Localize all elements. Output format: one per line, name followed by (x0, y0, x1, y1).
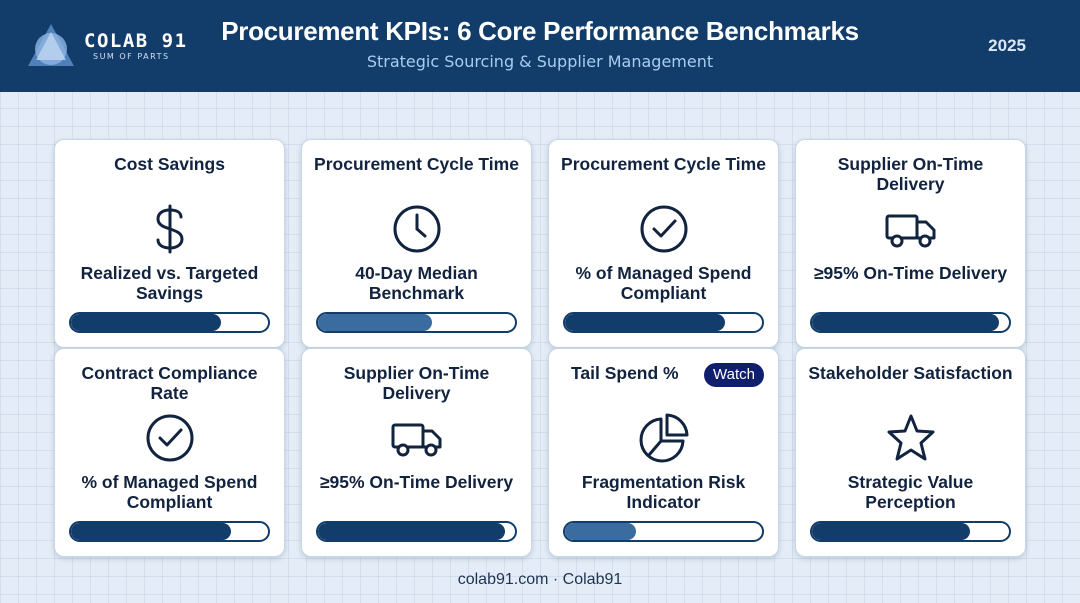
progress-fill (812, 523, 970, 540)
progress-bar (69, 521, 270, 542)
year-label: 2025 (988, 36, 1026, 55)
card-title: Procurement Cycle Time (314, 154, 519, 174)
kpi-card-procurement-cycle-time: Procurement Cycle Time 40-Day Median Ben… (301, 139, 532, 348)
check-circle-icon (637, 202, 691, 256)
card-title: Supplier On-Time Delivery (837, 154, 984, 194)
kpi-card-stakeholder-satisfaction: Stakeholder Satisfaction Strategic Value… (795, 348, 1026, 557)
progress-fill (565, 523, 636, 540)
clock-icon (390, 202, 444, 256)
footer-text: colab91.com · Colab91 (457, 571, 623, 588)
progress-fill (565, 314, 725, 331)
truck-icon (390, 411, 444, 465)
progress-fill (71, 523, 231, 540)
page-title: Procurement KPIs: 6 Core Performance Ben… (221, 16, 859, 46)
logo-subtitle: SUM OF PARTS (93, 52, 170, 61)
watch-badge: Watch (704, 363, 764, 387)
progress-bar (316, 312, 517, 333)
card-description: Strategic Value Perception (847, 472, 974, 512)
check-circle-icon (143, 411, 197, 465)
kpi-card-supplier-on-time-delivery-2: Supplier On-Time Delivery ≥95% On-Time D… (301, 348, 532, 557)
logo-icon (28, 24, 74, 66)
star-icon (884, 411, 938, 465)
progress-bar (563, 312, 764, 333)
dollar-icon (143, 202, 197, 256)
progress-bar (316, 521, 517, 542)
pie-chart-icon (637, 411, 691, 465)
card-description: Realized vs. Targeted Savings (80, 263, 259, 303)
card-title: Stakeholder Satisfaction (808, 363, 1013, 383)
logo-title: COLAB 91 (84, 30, 188, 52)
card-description: ≥95% On-Time Delivery (813, 263, 1008, 283)
card-description: 40-Day Median Benchmark (355, 263, 478, 303)
header-bar: COLAB 91 SUM OF PARTS Procurement KPIs: … (0, 0, 1080, 92)
card-title: Procurement Cycle Time (561, 154, 766, 174)
kpi-card-cost-savings: Cost Savings Realized vs. Targeted Savin… (54, 139, 285, 348)
card-title: Supplier On-Time Delivery (343, 363, 490, 403)
truck-icon (884, 202, 938, 256)
page-subtitle: Strategic Sourcing & Supplier Management (366, 52, 714, 71)
card-title: Contract Compliance Rate (81, 363, 258, 403)
card-title: Tail Spend % (571, 363, 679, 383)
card-description: ≥95% On-Time Delivery (319, 472, 514, 492)
progress-fill (71, 314, 221, 331)
progress-bar (810, 521, 1011, 542)
kpi-card-contract-compliance-rate: Contract Compliance Rate % of Managed Sp… (54, 348, 285, 557)
progress-bar (563, 521, 764, 542)
kpi-card-procurement-cycle-time-compliance: Procurement Cycle Time % of Managed Spen… (548, 139, 779, 348)
progress-fill (318, 314, 433, 331)
card-title: Cost Savings (114, 154, 225, 174)
progress-fill (812, 314, 1000, 331)
progress-fill (318, 523, 506, 540)
card-description: % of Managed Spend Compliant (575, 263, 752, 303)
progress-bar (69, 312, 270, 333)
card-description: % of Managed Spend Compliant (81, 472, 258, 512)
kpi-card-supplier-on-time-delivery: Supplier On-Time Delivery ≥95% On-Time D… (795, 139, 1026, 348)
kpi-card-tail-spend: Tail Spend % Watch Fragmentation Risk In… (548, 348, 779, 557)
progress-bar (810, 312, 1011, 333)
card-description: Fragmentation Risk Indicator (581, 472, 746, 512)
